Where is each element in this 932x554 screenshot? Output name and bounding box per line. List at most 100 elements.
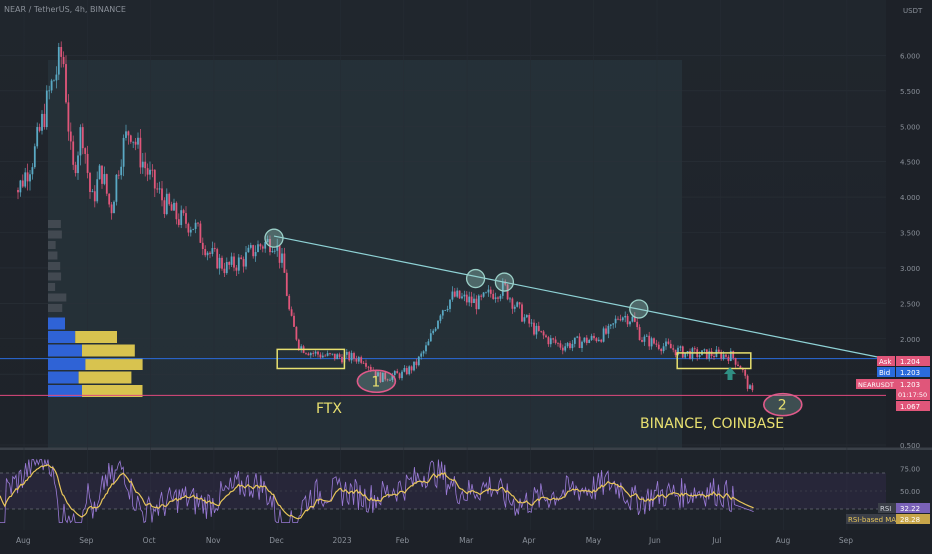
countdown-timer: 01:17:50 (898, 391, 927, 399)
ask-label: Ask (879, 358, 892, 366)
candle-body (158, 188, 161, 190)
candle-body (240, 257, 243, 260)
candle-body (739, 366, 742, 369)
x-tick-label: Apr (522, 536, 536, 545)
candle-body (139, 137, 142, 168)
candle-body (564, 346, 567, 351)
candle-body (523, 317, 526, 322)
candle-body (674, 349, 677, 356)
candle-body (684, 352, 687, 358)
touch-marker-circle[interactable] (465, 268, 486, 289)
candle-body (43, 113, 46, 128)
candle-body (122, 137, 125, 167)
candle-body (146, 168, 149, 175)
candle-body (528, 315, 531, 324)
candle-body (494, 297, 497, 299)
candle-body (432, 330, 435, 334)
candle-body (50, 80, 53, 91)
candle-body (24, 172, 27, 187)
candle-body (540, 330, 543, 332)
range-highlight (48, 60, 682, 450)
rsi-pane (0, 450, 932, 530)
candle-body (511, 298, 514, 309)
candle-body (225, 262, 228, 274)
candle-body (213, 248, 216, 250)
candle-body (429, 333, 432, 342)
candle-body (693, 348, 696, 350)
y-tick-label: 3.500 (900, 230, 920, 238)
candle-body (365, 363, 367, 367)
volume-profile-bar-yellow (82, 344, 135, 357)
candle-body (175, 202, 178, 220)
volume-profile-bar-grey (48, 293, 67, 302)
candle-body (662, 346, 665, 352)
candle-body (369, 366, 372, 370)
candle-body (144, 161, 147, 169)
candle-body (509, 298, 511, 300)
candle-body (285, 272, 288, 296)
candle-body (230, 256, 233, 265)
candle-body (338, 354, 341, 357)
consolidation-box[interactable] (276, 348, 346, 370)
candle-body (273, 250, 276, 252)
candle-body (38, 127, 41, 131)
candle-body (746, 375, 749, 389)
candle-body (605, 328, 607, 334)
x-tick-label: May (586, 536, 602, 545)
candle-body (33, 146, 36, 168)
candle-body (312, 353, 315, 354)
candle-body (41, 113, 43, 131)
candle-body (355, 358, 358, 362)
drawings: 12 (264, 228, 883, 417)
candle-body (91, 191, 94, 193)
consolidation-box[interactable] (676, 352, 752, 370)
x-tick-label: Oct (143, 536, 156, 545)
candle-body (545, 335, 547, 338)
touch-marker-circle[interactable] (264, 228, 284, 248)
candle-body (451, 291, 454, 300)
candle-body (237, 257, 240, 271)
candle-body (501, 281, 504, 296)
candle-body (727, 356, 730, 361)
candle-body (283, 253, 286, 273)
touch-marker-circle[interactable] (629, 299, 649, 319)
candle-body (453, 291, 456, 297)
candle-body (266, 238, 269, 242)
x-tick-label: Sep (79, 536, 93, 545)
x-tick-label: Nov (206, 536, 221, 545)
low-marker-label: 1 (371, 374, 380, 390)
candle-body (578, 336, 581, 348)
volume-profile-bar-blue (48, 371, 79, 384)
low-marker-ellipse[interactable] (356, 369, 397, 394)
candle-body (249, 245, 252, 248)
candle-body (113, 201, 115, 214)
x-tick-label: Sep (839, 536, 853, 545)
volume-profile-bar-blue (48, 358, 86, 370)
candle-body (31, 167, 34, 175)
rsi-value-tag: RSI 32.22 (878, 503, 930, 513)
time-axis[interactable]: Aug Sep Oct Nov Dec 2023 Feb Mar Apr May Jun Jul Aug… (16, 536, 853, 545)
low-marker-ellipse[interactable] (762, 392, 803, 417)
candle-body (19, 180, 22, 193)
candle-body (149, 169, 151, 175)
trendline[interactable] (273, 235, 883, 359)
candle-body (732, 351, 735, 359)
candle-body (72, 141, 75, 165)
candle-body (309, 353, 312, 356)
volume-profile-bar-blue (48, 317, 65, 330)
symbol-tag-label: NEARUSDT (858, 381, 894, 389)
candle-body (657, 344, 660, 349)
candle-body (391, 375, 394, 380)
rsi-tag-label: RSI (880, 505, 891, 513)
candle-body (197, 222, 199, 224)
candle-body (492, 293, 495, 299)
candle-body (17, 190, 19, 193)
candle-body (643, 336, 646, 342)
candle-body (317, 351, 319, 355)
candle-body (374, 371, 377, 377)
candle-body (744, 369, 747, 376)
candle-body (585, 337, 588, 343)
touch-marker-circle[interactable] (494, 272, 515, 292)
